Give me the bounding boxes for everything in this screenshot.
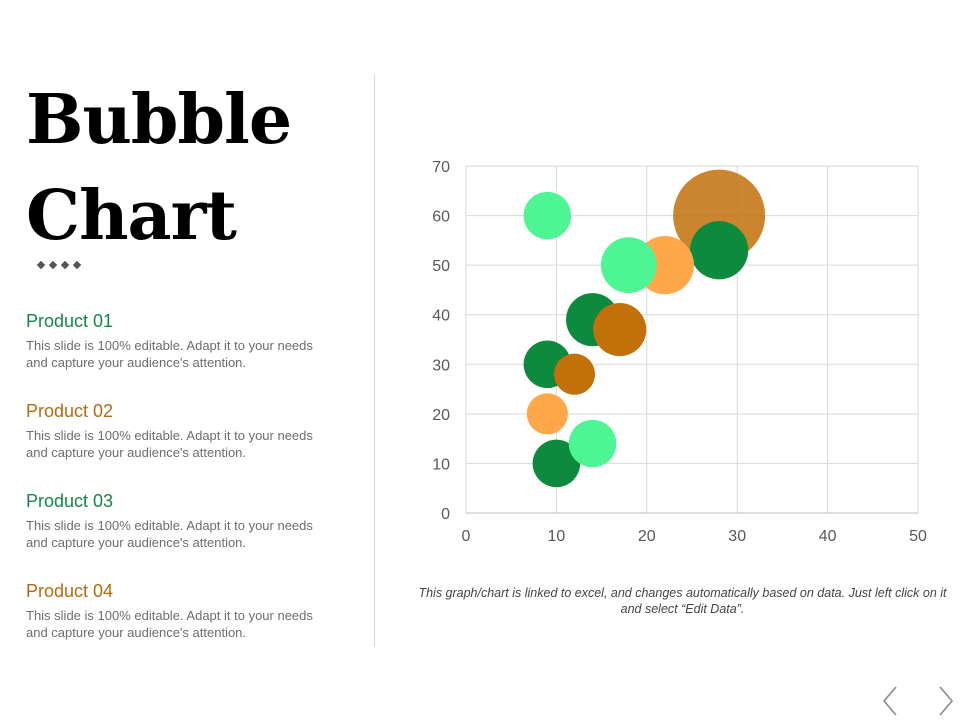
product-block-4: Product 04 This slide is 100% editable. … <box>26 580 316 641</box>
x-tick-label: 50 <box>909 528 927 545</box>
x-tick-label: 40 <box>819 528 837 545</box>
y-tick-label: 70 <box>432 159 450 176</box>
bubble-series-1 <box>532 439 581 488</box>
x-tick-label: 10 <box>548 528 566 545</box>
x-tick-label: 20 <box>638 528 656 545</box>
product-name: Product 03 <box>26 491 114 511</box>
bubble-series-3 <box>523 191 572 240</box>
bubble-series-3 <box>600 237 657 293</box>
product-block-1: Product 01 This slide is 100% editable. … <box>26 310 316 371</box>
bubble-chart[interactable]: 0 10 20 30 40 50 60 70 0 10 20 30 40 50 <box>400 140 940 560</box>
diamond-icon <box>60 260 70 270</box>
slide-title-line1: Bubble <box>26 80 292 160</box>
x-tick-label: 30 <box>728 528 746 545</box>
product-name: Product 02 <box>26 401 114 421</box>
bubble-series-4 <box>526 393 568 435</box>
y-tick-label: 20 <box>432 407 450 424</box>
product-name: Product 04 <box>26 581 114 601</box>
product-description: This slide is 100% editable. Adapt it to… <box>26 338 313 370</box>
diamond-icon <box>72 260 82 270</box>
y-tick-label: 30 <box>432 357 450 374</box>
bubble-series-3 <box>568 419 617 468</box>
vertical-divider <box>374 75 375 647</box>
product-description: This slide is 100% editable. Adapt it to… <box>26 608 313 640</box>
bubble-series-1 <box>690 221 749 280</box>
product-description: This slide is 100% editable. Adapt it to… <box>26 428 313 460</box>
product-block-2: Product 02 This slide is 100% editable. … <box>26 400 316 461</box>
y-tick-label: 50 <box>432 258 450 275</box>
decorative-diamonds <box>36 260 82 270</box>
product-description: This slide is 100% editable. Adapt it to… <box>26 518 313 550</box>
chevron-right-icon[interactable] <box>934 684 958 718</box>
y-tick-label: 40 <box>432 308 450 325</box>
product-name: Product 01 <box>26 311 114 331</box>
slide-title-line2: Chart <box>26 176 237 256</box>
chart-caption: This graph/chart is linked to excel, and… <box>418 586 947 616</box>
bubble-series-2 <box>553 353 596 395</box>
diamond-icon <box>48 260 58 270</box>
y-tick-label: 0 <box>441 506 450 523</box>
chevron-left-icon[interactable] <box>878 684 902 718</box>
bubble-series-2 <box>593 303 647 357</box>
product-block-3: Product 03 This slide is 100% editable. … <box>26 490 316 551</box>
slide-title: Bubble Chart <box>26 72 356 264</box>
x-tick-label: 0 <box>462 528 471 545</box>
y-tick-label: 10 <box>432 456 450 473</box>
y-tick-label: 60 <box>432 209 450 226</box>
diamond-icon <box>36 260 46 270</box>
